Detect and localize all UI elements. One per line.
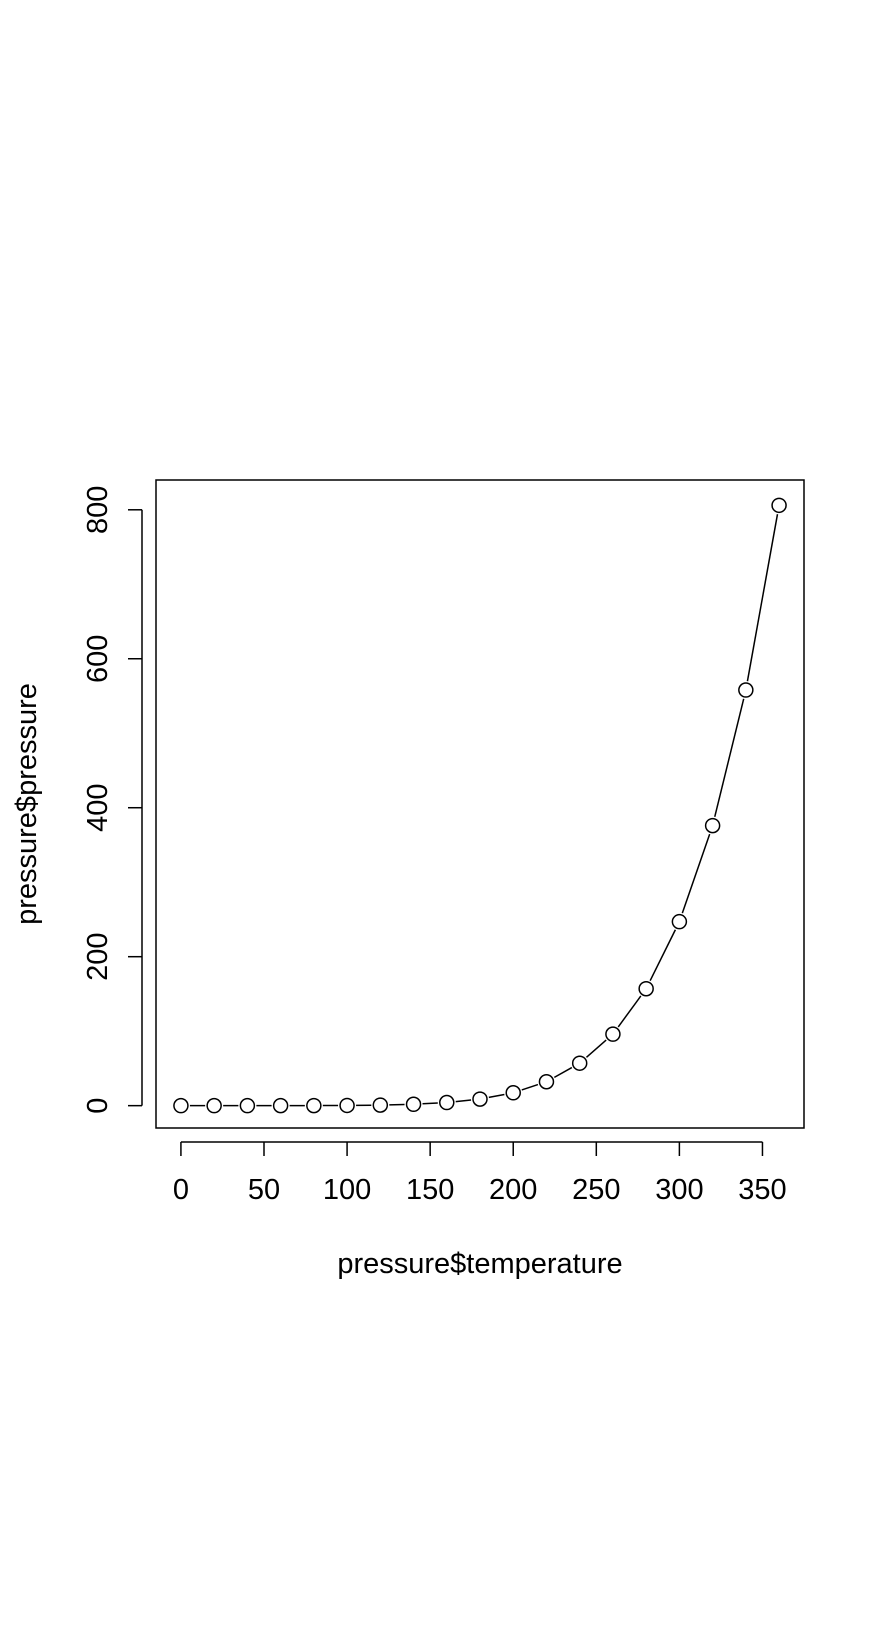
x-tick-label: 100	[323, 1174, 371, 1206]
series-line-segment	[617, 995, 642, 1028]
data-point	[671, 913, 688, 930]
data-point	[372, 1097, 389, 1113]
y-tick-label: 800	[82, 486, 114, 534]
data-point	[571, 1055, 588, 1071]
x-tick-label: 300	[655, 1174, 703, 1206]
data-point	[704, 817, 721, 834]
y-axis-label: pressure$pressure	[11, 683, 43, 925]
x-tick-label: 50	[248, 1174, 280, 1206]
data-point	[206, 1097, 222, 1114]
data-point	[771, 497, 787, 514]
data-point	[173, 1097, 189, 1114]
data-point	[738, 682, 754, 698]
series-line-segment	[714, 698, 745, 818]
y-tick-label: 200	[82, 932, 114, 980]
x-tick-label: 250	[572, 1174, 620, 1206]
data-point	[472, 1091, 488, 1107]
data-point	[439, 1094, 455, 1111]
series-line-segment	[681, 833, 711, 914]
data-point	[538, 1073, 555, 1090]
data-point	[405, 1096, 422, 1113]
data-point	[605, 1026, 621, 1042]
series-line-segment	[649, 929, 677, 981]
x-axis: 0 50 100 150 200 250 300 350	[173, 1141, 787, 1206]
data-point	[638, 980, 654, 997]
series-0	[173, 497, 787, 1114]
y-tick-label: 600	[82, 635, 114, 683]
data-point	[306, 1097, 322, 1114]
series-line-segment	[585, 1039, 607, 1058]
series-line-segment	[746, 514, 779, 682]
data-point	[239, 1097, 256, 1114]
y-tick-label: 400	[82, 784, 114, 832]
data-point	[505, 1085, 521, 1101]
series-line-segment	[455, 1099, 472, 1103]
x-tick-label: 0	[173, 1174, 189, 1206]
x-tick-label: 150	[406, 1174, 454, 1206]
x-axis-label: pressure$temperature	[337, 1248, 622, 1280]
series-line-segment	[488, 1093, 505, 1099]
series-layer	[173, 497, 787, 1114]
x-tick-label: 350	[738, 1174, 786, 1206]
data-point	[339, 1097, 355, 1114]
data-point	[272, 1097, 289, 1114]
plot-frame	[155, 479, 805, 1129]
series-line-segment	[521, 1083, 539, 1091]
series-line-segment	[422, 1102, 438, 1105]
y-axis: 0 200 400 600 800	[82, 486, 143, 1114]
series-line-segment	[553, 1066, 573, 1079]
y-tick-label: 0	[82, 1098, 114, 1114]
x-tick-label: 200	[489, 1174, 537, 1206]
